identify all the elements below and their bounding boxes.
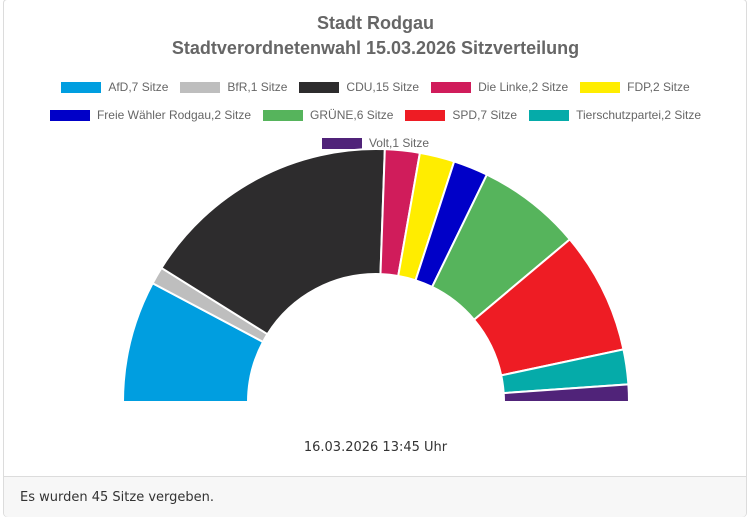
- chart-subtitle: Stadtverordnetenwahl 15.03.2026 Sitzvert…: [171, 38, 580, 58]
- legend-swatch: [321, 137, 362, 149]
- legend-label: Tierschutzpartei,2 Sitze: [576, 108, 702, 122]
- legend-label: GRÜNE,6 Sitze: [310, 108, 394, 122]
- legend-item[interactable]: Freie Wähler Rodgau,2 Sitze: [49, 107, 252, 123]
- legend-label: CDU,15 Sitze: [346, 80, 420, 94]
- footer-text: Es wurden 45 Sitze vergeben.: [20, 490, 214, 505]
- legend-item[interactable]: GRÜNE,6 Sitze: [263, 107, 393, 123]
- slice-cdu[interactable]: [160, 148, 386, 336]
- legend-label: Volt,1 Sitze: [368, 136, 430, 150]
- legend-swatch: [580, 81, 621, 93]
- legend-swatch: [49, 109, 90, 121]
- slice-volt[interactable]: [502, 383, 631, 403]
- legend-swatch: [299, 81, 340, 93]
- legend-label: AfD,7 Sitze: [108, 80, 169, 94]
- legend-label: Die Linke,2 Sitze: [478, 80, 569, 94]
- legend-swatch: [431, 81, 472, 93]
- legend-item[interactable]: BfR,1 Sitze: [180, 79, 287, 95]
- legend-label: Freie Wähler Rodgau,2 Sitze: [96, 108, 252, 122]
- legend-item[interactable]: FDP,2 Sitze: [580, 79, 690, 95]
- legend-label: BfR,1 Sitze: [227, 80, 288, 94]
- timestamp: 16.03.2026 13:45 Uhr: [303, 440, 448, 455]
- legend-swatch: [180, 81, 221, 93]
- legend-swatch: [61, 81, 102, 93]
- card-footer: Es wurden 45 Sitze vergeben.: [4, 476, 746, 517]
- chart-title: Stadt Rodgau: [317, 13, 434, 33]
- legend-item[interactable]: SPD,7 Sitze: [405, 107, 517, 123]
- legend-swatch: [405, 109, 446, 121]
- legend-swatch: [263, 109, 304, 121]
- legend-item[interactable]: Volt,1 Sitze: [321, 135, 430, 151]
- legend-item[interactable]: Tierschutzpartei,2 Sitze: [529, 107, 701, 123]
- legend-swatch: [529, 109, 570, 121]
- legend-item[interactable]: CDU,15 Sitze: [299, 79, 419, 95]
- legend-label: FDP,2 Sitze: [627, 80, 690, 94]
- legend-label: SPD,7 Sitze: [452, 108, 518, 122]
- legend: AfD,7 Sitze BfR,1 Sitze CDU,15 Sitze Die Li…: [40, 79, 711, 151]
- legend-item[interactable]: Die Linke,2 Sitze: [431, 79, 568, 95]
- legend-item[interactable]: AfD,7 Sitze: [61, 79, 168, 95]
